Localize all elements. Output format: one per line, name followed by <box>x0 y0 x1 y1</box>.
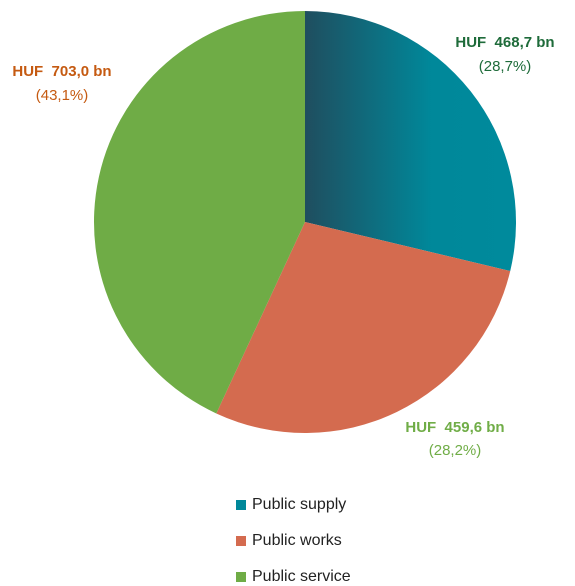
pie-slice <box>216 222 511 433</box>
value-label: HUF 468,7 bn <box>455 34 554 51</box>
legend-swatch <box>236 500 246 510</box>
legend-swatch <box>236 572 246 582</box>
share-label: (43,1%) <box>36 87 89 104</box>
legend-label: Public service <box>252 568 351 585</box>
legend-swatch <box>236 536 246 546</box>
pie-slice <box>305 11 516 272</box>
share-label: (28,2%) <box>429 442 482 459</box>
share-label: (28,7%) <box>479 58 532 75</box>
pie-slice <box>93 11 306 414</box>
value-label: HUF 459,6 bn <box>405 419 504 436</box>
value-label: HUF 703,0 bn <box>12 63 111 80</box>
legend-label: Public works <box>252 532 342 549</box>
legend-label: Public supply <box>252 496 346 513</box>
